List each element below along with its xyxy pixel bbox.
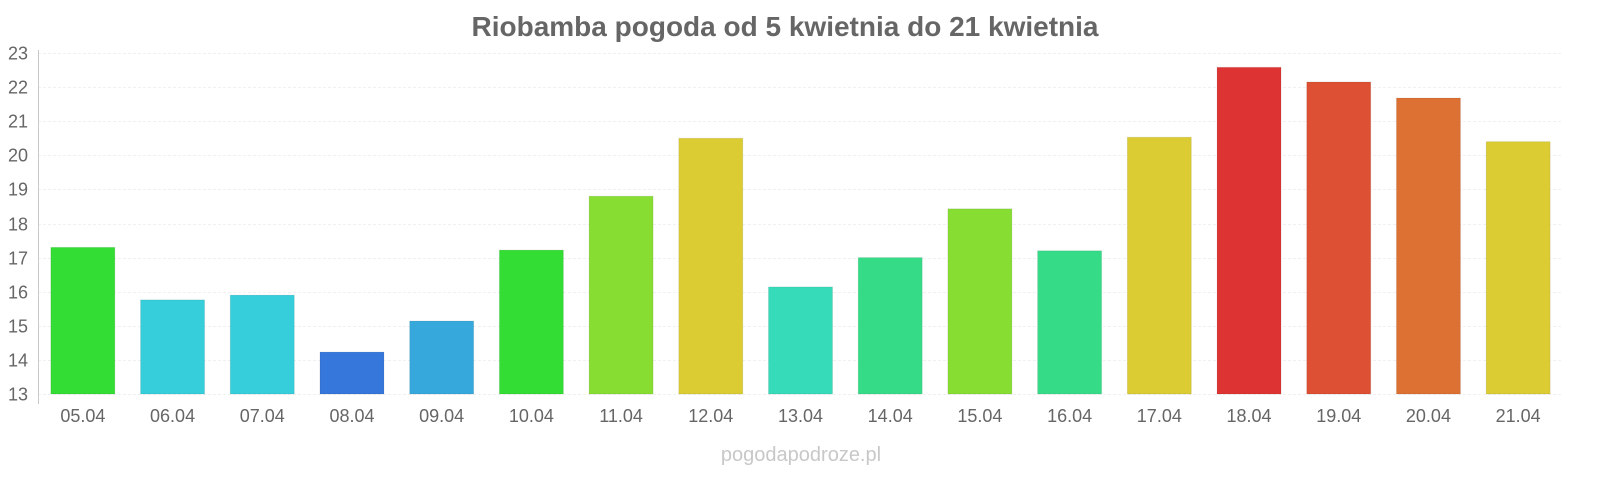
bar-17.04[interactable] [1126,136,1192,395]
bar-12.04[interactable] [678,137,744,395]
y-tick-label: 15 [8,317,28,337]
x-tick-label: 20.04 [1406,406,1451,426]
x-tick-label: 17.04 [1137,406,1182,426]
y-tick-label: 22 [8,78,28,98]
bar-13.04[interactable] [768,286,833,395]
bar-15.04[interactable] [947,208,1013,395]
bar-19.04[interactable] [1306,81,1372,395]
x-tick-label: 08.04 [329,406,374,426]
chart-title: Riobamba pogoda od 5 kwietnia do 21 kwie… [472,11,1099,42]
x-tick-label: 10.04 [509,406,554,426]
x-tick-label: 15.04 [957,406,1002,426]
bar-11.04[interactable] [588,195,654,395]
x-tick-label: 12.04 [688,406,733,426]
bar-06.04[interactable] [140,299,206,395]
bar-05.04[interactable] [50,246,116,395]
bar-08.04[interactable] [319,351,385,395]
bar-14.04[interactable] [857,257,923,395]
x-tick-label: 07.04 [240,406,285,426]
x-tick-label: 18.04 [1227,406,1272,426]
x-tick-label: 05.04 [60,406,105,426]
x-tick-label: 13.04 [778,406,823,426]
x-tick-label: 21.04 [1496,406,1541,426]
bar-07.04[interactable] [229,294,295,395]
bar-21.04[interactable] [1485,141,1551,395]
x-tick-label: 16.04 [1047,406,1092,426]
bar-18.04[interactable] [1216,66,1282,395]
y-tick-label: 23 [8,44,28,64]
y-tick-label: 18 [8,215,28,235]
bar-10.04[interactable] [498,249,564,395]
x-tick-label: 11.04 [599,406,643,426]
watermark: pogodapodroze.pl [721,444,881,466]
x-tick-label: 14.04 [868,406,913,426]
y-tick-label: 16 [8,283,28,303]
x-tick-label: 09.04 [419,406,464,426]
bar-16.04[interactable] [1037,250,1103,395]
x-tick-label: 06.04 [150,406,195,426]
y-tick-label: 14 [8,351,28,371]
bar-09.04[interactable] [409,320,475,395]
y-tick-label: 19 [8,180,28,200]
bar-20.04[interactable] [1395,97,1461,395]
x-tick-label: 19.04 [1316,406,1361,426]
y-tick-label: 21 [8,112,28,132]
y-tick-label: 20 [8,146,28,166]
y-tick-label: 17 [8,249,28,269]
y-tick-label: 13 [8,385,28,405]
